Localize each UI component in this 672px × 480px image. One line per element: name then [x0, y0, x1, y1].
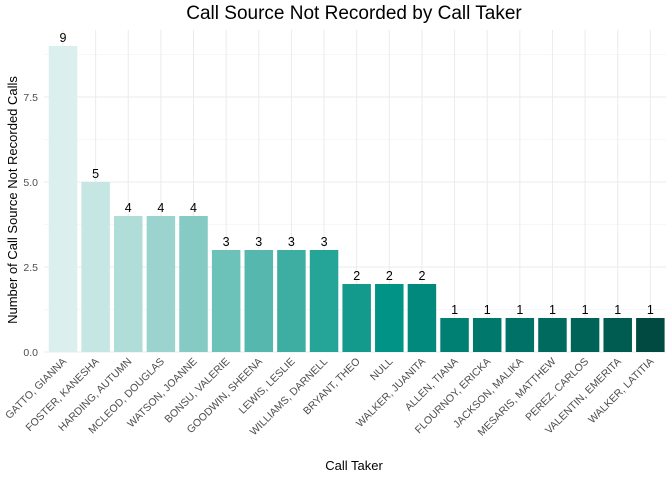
bar	[570, 318, 600, 352]
bar-value-label: 3	[255, 235, 262, 249]
y-tick-label: 0.0	[23, 347, 38, 359]
bar	[309, 250, 339, 352]
bar-value-label: 1	[549, 303, 556, 317]
bar	[440, 318, 469, 352]
bar-value-label: 1	[614, 303, 621, 317]
bar	[81, 182, 110, 352]
bar	[636, 318, 665, 352]
bar	[179, 216, 208, 352]
bar-value-label: 1	[647, 303, 654, 317]
x-axis-title: Call Taker	[325, 458, 383, 473]
bar-value-label: 9	[60, 31, 67, 45]
bar-value-label: 4	[125, 201, 132, 215]
bar	[342, 284, 371, 352]
bar	[244, 250, 274, 352]
bars	[48, 46, 665, 352]
y-axis-title: Number of Call Source Not Recorded Calls	[5, 76, 20, 324]
bar	[538, 318, 567, 352]
bar-value-label: 3	[288, 235, 295, 249]
bar	[472, 318, 502, 352]
y-tick-label: 2.5	[23, 262, 38, 274]
bar	[146, 216, 176, 352]
bar	[375, 284, 404, 352]
bar-value-label: 2	[386, 269, 393, 283]
bar	[277, 250, 306, 352]
bar-labels: 9 5 4 4 4 3 3 3 3 2 2 2 1 1 1 1 1 1 1	[60, 31, 654, 317]
bar	[603, 318, 632, 352]
bar	[211, 250, 241, 352]
y-tick-label: 7.5	[23, 92, 38, 104]
bar-value-label: 1	[516, 303, 523, 317]
y-tick-label: 5.0	[23, 177, 38, 189]
bar-value-label: 1	[451, 303, 458, 317]
x-tick-label: NULL	[368, 356, 396, 384]
bar	[505, 318, 535, 352]
bar	[48, 46, 78, 352]
bar-value-label: 3	[321, 235, 328, 249]
chart-title: Call Source Not Recorded by Call Taker	[186, 3, 522, 24]
bar-value-label: 2	[418, 269, 425, 283]
bar-value-label: 5	[92, 167, 99, 181]
bar-value-label: 2	[353, 269, 360, 283]
x-tick-label: BRYANT, THEO	[301, 356, 363, 418]
bar-value-label: 4	[157, 201, 164, 215]
bar-value-label: 4	[190, 201, 197, 215]
bar-value-label: 1	[484, 303, 491, 317]
bar	[407, 284, 437, 352]
bar-value-label: 1	[582, 303, 589, 317]
y-axis-ticks: 0.0 2.5 5.0 7.5	[23, 92, 38, 359]
x-tick-label: LEWIS, LESLIE	[237, 356, 298, 417]
bar	[114, 216, 143, 352]
bar-value-label: 3	[223, 235, 230, 249]
